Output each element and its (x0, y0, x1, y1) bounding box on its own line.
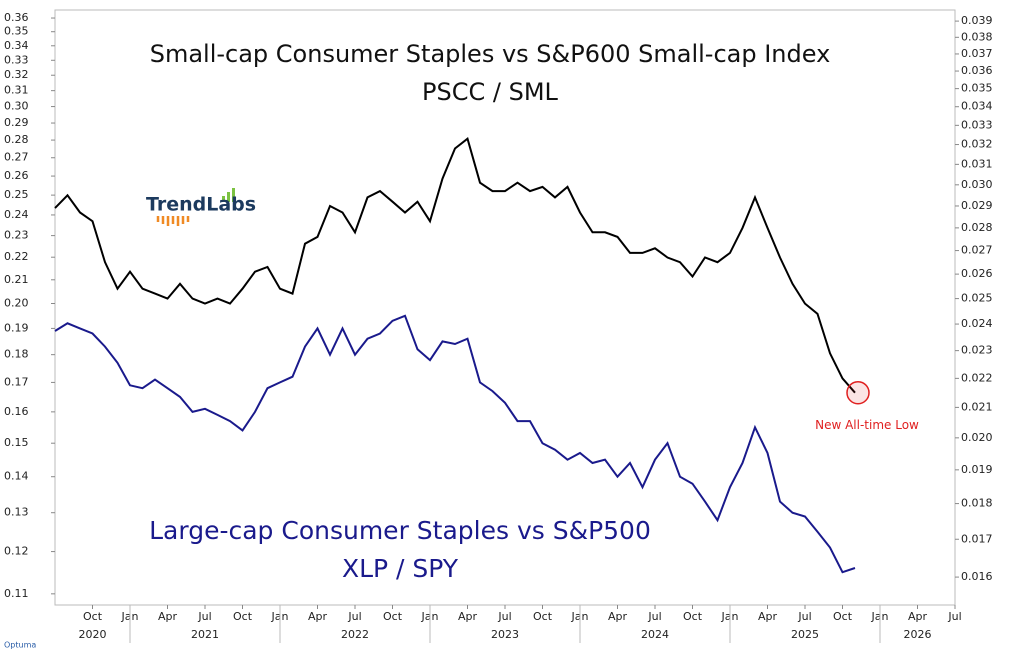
series-line (54, 314, 856, 574)
y2-tick-label: 0.039 (961, 14, 993, 27)
y-tick-label: 0.20 (4, 296, 29, 309)
y2-tick-label: 0.018 (961, 497, 993, 510)
y-tick-label: 0.14 (4, 470, 29, 483)
x-tick-label: Jul (347, 610, 361, 623)
y-tick-label: 0.35 (4, 25, 29, 38)
y-tick-label: 0.32 (4, 68, 29, 81)
x-tick-label: Oct (833, 610, 853, 623)
y-tick-label: 0.28 (4, 133, 29, 146)
x-tick-label: Apr (758, 610, 778, 623)
logo-text: TrendLabs (146, 194, 256, 216)
y2-tick-label: 0.036 (961, 64, 993, 77)
y-tick-label: 0.17 (4, 375, 29, 388)
y-tick-label: 0.34 (4, 39, 29, 52)
y-tick-label: 0.12 (4, 545, 29, 558)
year-label: 2025 (791, 628, 819, 641)
y2-tick-label: 0.034 (961, 100, 993, 113)
y2-tick-label: 0.023 (961, 344, 993, 357)
x-tick-label: Jul (647, 610, 661, 623)
year-label: 2020 (79, 628, 107, 641)
y2-tick-label: 0.027 (961, 244, 993, 257)
x-tick-label: Oct (533, 610, 553, 623)
logo: TrendLabs (146, 188, 256, 226)
year-label: 2022 (341, 628, 369, 641)
year-label: 2024 (641, 628, 669, 641)
x-tick-label: Oct (683, 610, 703, 623)
x-tick-label: Apr (308, 610, 328, 623)
footer: Optuma (4, 641, 36, 650)
y2-tick-label: 0.021 (961, 400, 993, 413)
y2-tick-label: 0.028 (961, 221, 993, 234)
x-tick-label: Apr (158, 610, 178, 623)
x-tick-label: Apr (458, 610, 478, 623)
x-tick-label: Oct (83, 610, 103, 623)
y-tick-label: 0.36 (4, 11, 29, 24)
y-tick-label: 0.31 (4, 84, 29, 97)
year-label: 2023 (491, 628, 519, 641)
y2-tick-label: 0.031 (961, 157, 993, 170)
y-tick-label: 0.29 (4, 116, 29, 129)
series-label: PSCC / SML (422, 78, 559, 106)
highlight-circle (846, 380, 870, 405)
x-tick-label: Oct (233, 610, 253, 623)
y2-tick-label: 0.019 (961, 463, 993, 476)
y-tick-label: 0.23 (4, 229, 29, 242)
series-line (54, 136, 856, 394)
series-label: XLP / SPY (342, 554, 459, 583)
y-tick-label: 0.24 (4, 208, 29, 221)
y2-tick-label: 0.025 (961, 292, 993, 305)
x-tick-label: Jul (497, 610, 511, 623)
y-tick-label: 0.21 (4, 273, 29, 286)
year-label: 2026 (904, 628, 932, 641)
chart-title: Small-cap Consumer Staples vs S&P600 Sma… (150, 40, 831, 68)
y-tick-label: 0.11 (4, 587, 29, 600)
x-tick-label: Jul (197, 610, 211, 623)
y-tick-label: 0.26 (4, 169, 29, 182)
y-tick-label: 0.18 (4, 348, 29, 361)
annotation: New All-time Low (815, 418, 919, 432)
y2-tick-label: 0.024 (961, 317, 993, 330)
y-tick-label: 0.27 (4, 151, 29, 164)
year-label: 2021 (191, 628, 219, 641)
y2-tick-label: 0.038 (961, 30, 993, 43)
y2-tick-label: 0.033 (961, 118, 993, 131)
x-tick-label: Oct (383, 610, 403, 623)
y2-tick-label: 0.032 (961, 138, 993, 151)
y2-tick-label: 0.037 (961, 47, 993, 60)
y2-tick-label: 0.029 (961, 199, 993, 212)
y2-tick-label: 0.035 (961, 82, 993, 95)
y-tick-label: 0.22 (4, 250, 29, 263)
y-tick-label: 0.30 (4, 100, 29, 113)
series-caption: Large-cap Consumer Staples vs S&P500 (149, 516, 651, 545)
y-tick-label: 0.33 (4, 53, 29, 66)
y2-tick-label: 0.026 (961, 267, 993, 280)
y-tick-label: 0.16 (4, 405, 29, 418)
x-tick-label: Jul (797, 610, 811, 623)
y-tick-label: 0.25 (4, 188, 29, 201)
x-tick-label: Apr (608, 610, 628, 623)
x-tick-label: Jul (947, 610, 961, 623)
y2-tick-label: 0.016 (961, 570, 993, 583)
y2-tick-label: 0.030 (961, 178, 993, 191)
y-tick-label: 0.13 (4, 506, 29, 519)
y2-tick-label: 0.020 (961, 431, 993, 444)
y2-tick-label: 0.022 (961, 371, 993, 384)
y-tick-label: 0.19 (4, 321, 29, 334)
y-tick-label: 0.15 (4, 436, 29, 449)
y2-tick-label: 0.017 (961, 532, 993, 545)
x-tick-label: Apr (908, 610, 928, 623)
